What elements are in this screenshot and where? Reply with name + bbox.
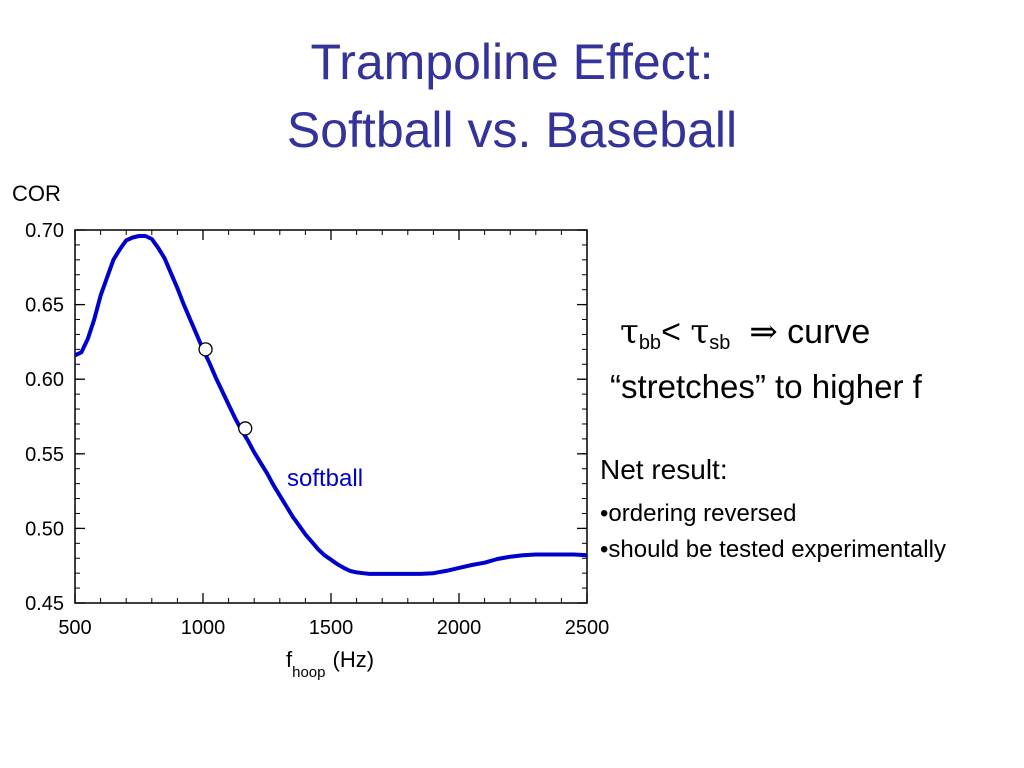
y-tick-label: 0.65 [25,295,64,317]
stretches-line: “stretches” to higher f [610,368,922,405]
y-tick-label: 0.50 [25,518,64,540]
y-axis-label: COR [12,181,61,206]
x-tick-label: 1000 [181,617,226,639]
y-tick-label: 0.45 [25,593,64,615]
y-tick-label: 0.60 [25,369,64,391]
data-point-marker [238,421,253,436]
data-point-marker [198,342,213,357]
net-result-heading: Net result: [600,454,728,485]
tau-relation: τbb< τsb ⇒ curve [620,312,870,355]
y-tick-label: 0.70 [25,220,64,242]
plot-frame [74,229,588,604]
series-line-softball [74,234,588,576]
bullet-ordering-reversed: •ordering reversed [600,500,797,527]
x-tick-label: 2500 [565,617,610,639]
x-tick-label: 2000 [437,617,482,639]
x-axis-label-main: f [286,647,293,672]
x-tick-label: 1500 [309,617,354,639]
x-axis-label: fhoop (Hz) [286,647,374,681]
tau-symbol-bb: τ [620,312,639,352]
x-axis-label-subscript: hoop [292,664,325,681]
curve-word: curve [787,313,871,351]
x-axis-label-unit: (Hz) [333,647,375,672]
slide-title-line2: Softball vs. Baseball [286,102,738,158]
y-tick-label: 0.55 [25,444,64,466]
tau-subscript-sb: sb [709,332,731,354]
x-tick-label: 500 [58,617,91,639]
series-label-softball: softball [287,465,363,492]
bullet-tested-experimentally: •should be tested experimentally [600,536,946,563]
tau-subscript-bb: bb [638,332,662,354]
less-than-sign: < [661,313,681,351]
tau-symbol-sb: τ [690,312,710,352]
implies-arrow-icon: ⇒ [749,312,778,352]
slide-title-line1: Trampoline Effect: [310,34,714,90]
